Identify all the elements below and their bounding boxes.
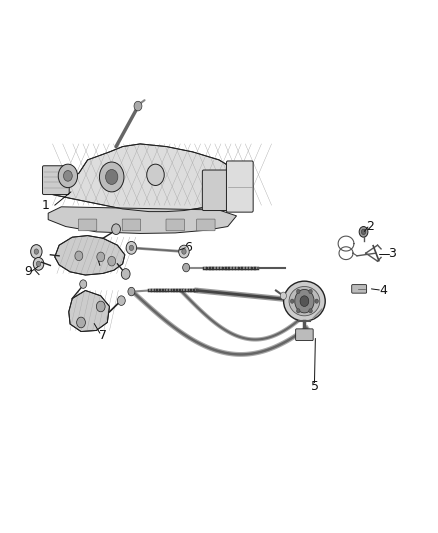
FancyBboxPatch shape — [42, 166, 69, 195]
FancyBboxPatch shape — [197, 219, 215, 231]
Polygon shape — [55, 236, 125, 275]
Text: 3: 3 — [388, 247, 396, 260]
Circle shape — [99, 162, 124, 192]
FancyBboxPatch shape — [296, 329, 313, 341]
Circle shape — [297, 289, 300, 294]
FancyBboxPatch shape — [78, 219, 97, 231]
Ellipse shape — [283, 281, 325, 321]
Circle shape — [112, 224, 120, 235]
Text: 6: 6 — [184, 241, 192, 254]
Text: 2: 2 — [366, 220, 374, 233]
FancyBboxPatch shape — [226, 161, 253, 212]
Circle shape — [77, 317, 85, 328]
Circle shape — [80, 280, 87, 288]
Circle shape — [58, 164, 78, 188]
Polygon shape — [48, 207, 237, 233]
Circle shape — [121, 269, 130, 279]
Circle shape — [315, 299, 318, 303]
Circle shape — [64, 171, 72, 181]
FancyBboxPatch shape — [202, 170, 231, 211]
Text: 7: 7 — [99, 329, 107, 342]
Circle shape — [359, 227, 368, 237]
FancyBboxPatch shape — [352, 285, 367, 293]
Circle shape — [117, 296, 125, 305]
Text: 5: 5 — [311, 380, 319, 393]
Text: 9: 9 — [25, 265, 32, 278]
Circle shape — [295, 289, 314, 313]
Circle shape — [128, 287, 135, 296]
Text: 4: 4 — [379, 284, 387, 297]
Circle shape — [361, 229, 366, 235]
Circle shape — [309, 309, 312, 313]
Circle shape — [129, 245, 134, 251]
Circle shape — [108, 256, 116, 266]
Circle shape — [182, 249, 186, 254]
Circle shape — [280, 292, 286, 300]
Circle shape — [75, 251, 83, 261]
Circle shape — [147, 164, 164, 185]
Polygon shape — [53, 144, 245, 212]
Circle shape — [297, 309, 300, 313]
Circle shape — [183, 263, 190, 272]
Circle shape — [33, 257, 44, 270]
Circle shape — [106, 169, 118, 184]
Circle shape — [97, 252, 105, 262]
Circle shape — [34, 249, 39, 254]
Circle shape — [126, 241, 137, 254]
Text: 8: 8 — [99, 260, 107, 273]
FancyBboxPatch shape — [166, 219, 184, 231]
Polygon shape — [69, 290, 110, 332]
Circle shape — [134, 101, 142, 111]
Circle shape — [300, 296, 309, 306]
Ellipse shape — [289, 287, 320, 316]
Text: 1: 1 — [42, 199, 50, 212]
Circle shape — [309, 289, 312, 294]
Circle shape — [290, 299, 294, 303]
FancyBboxPatch shape — [122, 219, 141, 231]
Circle shape — [179, 245, 189, 258]
Circle shape — [96, 301, 105, 312]
Circle shape — [36, 261, 41, 266]
Circle shape — [31, 245, 42, 259]
